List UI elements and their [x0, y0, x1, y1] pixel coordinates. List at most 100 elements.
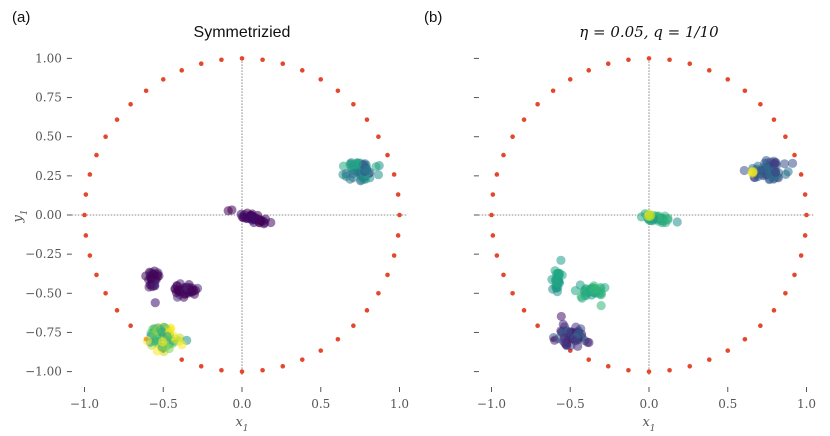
unit-circle-point [510, 291, 515, 296]
scatter-point [558, 336, 568, 346]
unit-circle-point [490, 192, 496, 197]
unit-circle-point [771, 117, 777, 122]
unit-circle-point [804, 212, 809, 218]
unit-circle-point [128, 323, 133, 329]
unit-circle-point [510, 134, 515, 139]
panel-b-label: (b) [424, 9, 442, 26]
unit-circle-point [626, 57, 631, 63]
unit-circle-point [792, 152, 797, 158]
unit-circle-point [725, 77, 731, 82]
unit-circle-point [494, 172, 500, 177]
unit-circle-point [395, 233, 401, 238]
panel-a-label: (a) [12, 9, 30, 26]
scatter-point [558, 319, 568, 329]
scatter-point [756, 165, 766, 176]
unit-circle-point [501, 152, 506, 158]
unit-circle-point [489, 212, 494, 218]
unit-circle-point [725, 348, 731, 353]
x-tick-label: −1.0 [477, 397, 506, 411]
panel-b-title: η = 0.05, q = 1/10 [579, 23, 719, 41]
unit-circle-point [160, 77, 166, 82]
unit-circle-point [385, 272, 390, 278]
unit-circle-point [219, 57, 224, 63]
scatter-point [338, 169, 348, 180]
unit-circle-point [82, 212, 87, 218]
unit-circle-point [521, 308, 527, 313]
scatter-point [345, 159, 355, 170]
unit-circle-point [260, 57, 265, 63]
scatter-point [348, 169, 358, 179]
x-tick-label: 1.0 [797, 397, 816, 411]
y-tick-label: 0.25 [35, 169, 62, 183]
unit-circle-point [687, 363, 693, 369]
unit-circle-point [792, 272, 797, 278]
unit-circle-point [87, 172, 93, 177]
scatter-point [596, 301, 606, 311]
unit-circle-point [706, 68, 712, 73]
scatter-point [189, 289, 200, 299]
unit-circle-point [198, 363, 204, 369]
unit-circle-point [758, 101, 763, 107]
panel-a-ylabel: y1 [11, 209, 30, 223]
unit-circle-point [758, 323, 763, 329]
scatter-point [253, 214, 263, 224]
unit-circle-point [391, 172, 397, 177]
scatter-point [158, 337, 168, 347]
unit-circle-point [395, 192, 401, 197]
unit-circle-point [742, 88, 748, 94]
unit-circle-point [94, 152, 99, 158]
unit-circle-point [239, 56, 245, 61]
unit-circle-point [802, 192, 808, 197]
scatter-point [356, 175, 367, 185]
unit-circle-point [219, 367, 224, 373]
unit-circle-point [179, 68, 185, 73]
unit-circle-point [351, 101, 356, 107]
unit-circle-point [280, 363, 286, 369]
unit-circle-point [128, 101, 133, 107]
x-tick-label: 0.5 [718, 397, 737, 411]
unit-circle-point [385, 152, 390, 158]
scatter-point [661, 218, 671, 228]
unit-circle-point [391, 253, 397, 258]
unit-circle-point [103, 291, 108, 296]
unit-circle-point [550, 88, 556, 94]
unit-circle-point [376, 291, 381, 296]
scatter-point [584, 337, 594, 348]
unit-circle-point [83, 192, 89, 197]
unit-circle-point [83, 233, 89, 238]
unit-circle-point [318, 348, 324, 353]
unit-circle-point [667, 57, 672, 63]
scatter-point [371, 162, 381, 172]
y-tick-label: −0.25 [25, 247, 62, 261]
unit-circle-point [798, 253, 804, 258]
scatter-point [672, 217, 682, 227]
scatter-point [556, 311, 566, 322]
scatter-point [242, 213, 252, 224]
unit-circle-point [364, 117, 370, 122]
y-tick-label: 1.00 [35, 51, 62, 65]
y-tick-label: −1.00 [25, 365, 62, 379]
unit-circle-point [771, 308, 777, 313]
unit-circle-point [706, 357, 712, 362]
x-tick-label: 0.5 [311, 397, 330, 411]
scatter-point [556, 255, 566, 265]
unit-circle-point [94, 272, 99, 278]
unit-circle-point [351, 323, 356, 329]
scatter-point [171, 287, 182, 298]
scatter-point [761, 155, 771, 166]
scatter-point [150, 336, 160, 346]
unit-circle-point [318, 77, 324, 82]
unit-circle-point [783, 291, 788, 296]
unit-circle-point [335, 336, 341, 342]
unit-circle-point [586, 68, 592, 73]
x-tick-label: −1.0 [70, 397, 99, 411]
unit-circle-point [114, 308, 120, 313]
y-tick-label: −0.75 [25, 325, 62, 339]
unit-circle-point [646, 369, 652, 374]
unit-circle-point [239, 369, 245, 374]
scatter-point [783, 167, 793, 177]
scatter-point [156, 325, 166, 335]
y-tick-label: 0.50 [35, 130, 62, 144]
